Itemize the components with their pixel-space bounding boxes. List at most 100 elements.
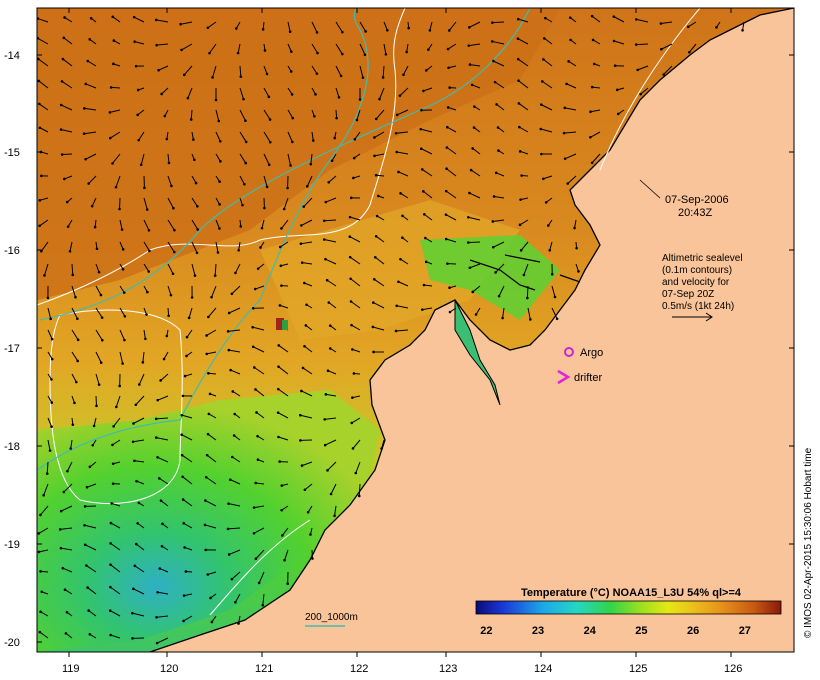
velocity-arrow-head [242, 97, 245, 101]
velocity-arrow-head [568, 16, 572, 19]
velocity-arrow [39, 127, 49, 133]
velocity-arrow [354, 131, 361, 140]
velocity-arrow [228, 549, 241, 555]
velocity-arrow [47, 307, 52, 320]
velocity-arrow-head [172, 206, 175, 210]
velocity-arrow-head [277, 344, 281, 347]
velocity-arrow [263, 87, 270, 98]
velocity-arrow [303, 197, 313, 208]
velocity-arrow-head [50, 401, 54, 404]
velocity-arrow-head [323, 443, 327, 447]
x-tick-label: 125 [629, 663, 647, 675]
velocity-arrow-head [330, 159, 334, 163]
velocity-arrow-head [205, 453, 209, 457]
velocity-arrow-head [447, 29, 451, 32]
velocity-arrow [256, 412, 265, 419]
velocity-arrow-head [243, 182, 246, 186]
velocity-arrow [93, 417, 97, 427]
velocity-arrow-head [165, 137, 169, 141]
velocity-arrow [110, 131, 121, 139]
velocity-arrow [300, 414, 313, 419]
velocity-arrow [167, 307, 170, 316]
velocity-arrow-head [110, 502, 113, 505]
velocity-arrow-head [109, 86, 113, 89]
velocity-arrow-head [659, 22, 663, 25]
velocity-arrow-head [74, 380, 78, 384]
velocity-arrow [352, 395, 361, 399]
velocity-arrow-head [280, 484, 284, 487]
velocity-arrow [95, 307, 103, 318]
velocity-arrow-head [420, 168, 424, 171]
velocity-arrow-head [43, 274, 46, 277]
velocity-arrow [182, 499, 193, 507]
velocity-arrow-head [660, 47, 663, 51]
velocity-arrow-head [38, 199, 42, 202]
velocity-arrow [493, 60, 505, 67]
velocity-arrow-head [131, 440, 135, 444]
velocity-arrow-head [261, 28, 265, 31]
velocity-arrow-head [115, 405, 118, 409]
velocity-arrow-head [155, 641, 159, 645]
velocity-arrow-head [350, 323, 353, 327]
velocity-arrow-head [491, 21, 494, 24]
velocity-arrow [109, 109, 121, 113]
velocity-arrow-head [546, 224, 550, 227]
velocity-arrow-head [358, 98, 362, 101]
velocity-arrow [86, 483, 97, 488]
cool-water-region [37, 390, 380, 652]
velocity-arrow-head [279, 264, 283, 268]
velocity-arrow [47, 439, 51, 451]
velocity-arrow [446, 238, 457, 243]
velocity-arrow [191, 241, 198, 253]
x-tick-label: 122 [350, 663, 368, 675]
velocity-arrow [352, 348, 361, 353]
velocity-arrow-head [445, 146, 449, 149]
x-tick-label: 119 [62, 663, 80, 675]
velocity-arrow [277, 412, 289, 419]
velocity-arrow [518, 18, 529, 23]
velocity-arrow [306, 175, 313, 187]
velocity-arrow-head [374, 173, 378, 177]
velocity-arrow [37, 18, 49, 23]
velocity-arrow [136, 543, 145, 551]
sst-speck-green [282, 320, 288, 330]
velocity-arrow-head [48, 449, 52, 452]
velocity-arrow-head [207, 315, 210, 319]
velocity-arrow-head [309, 533, 312, 536]
velocity-arrow-head [86, 59, 90, 63]
velocity-arrow-head [237, 248, 240, 252]
velocity-arrow-head [109, 633, 112, 637]
velocity-arrow [326, 279, 337, 287]
velocity-arrow-head [322, 238, 326, 241]
velocity-arrow-head [397, 170, 400, 174]
velocity-arrow-head [39, 570, 42, 573]
velocity-arrow [349, 216, 361, 221]
velocity-arrow [137, 109, 145, 116]
velocity-arrow-head [133, 564, 137, 568]
velocity-arrow-head [112, 425, 115, 428]
velocity-arrow-head [123, 338, 126, 342]
velocity-arrow-head [239, 225, 243, 228]
velocity-arrow [159, 477, 169, 485]
velocity-arrow-head [333, 136, 337, 140]
velocity-arrow [38, 527, 49, 534]
sealevel-note-line: (0.1m contours) [662, 265, 732, 276]
velocity-arrow [422, 307, 433, 311]
velocity-arrow-head [173, 228, 176, 232]
velocity-arrow-head [495, 103, 498, 106]
velocity-arrow [636, 18, 649, 23]
velocity-arrow-head [226, 330, 230, 333]
velocity-arrow-head [108, 111, 112, 114]
velocity-arrow [214, 263, 217, 276]
plot-frame [36, 7, 795, 653]
velocity-arrow-head [227, 311, 231, 315]
velocity-arrow-head [468, 63, 472, 66]
velocity-arrow [591, 153, 601, 164]
velocity-arrow-head [76, 338, 80, 342]
velocity-arrow-head [419, 147, 423, 151]
velocity-arrow-head [86, 586, 89, 589]
velocity-arrow-head [133, 459, 136, 463]
velocity-arrow-head [37, 532, 41, 535]
velocity-arrow [541, 104, 553, 111]
velocity-arrow-head [398, 94, 402, 97]
